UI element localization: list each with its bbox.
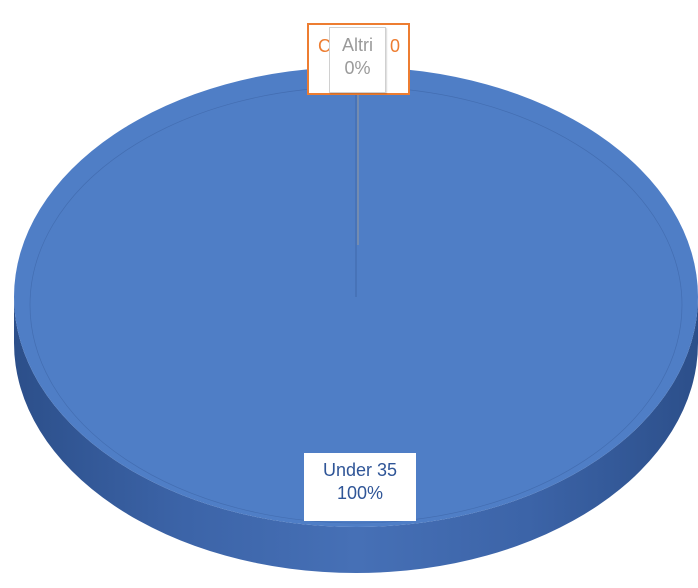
- data-label-under-35-percent: 100%: [336, 482, 384, 503]
- data-label-under-35-name: Under 35: [322, 460, 398, 480]
- pie-side-wall: [14, 297, 698, 573]
- data-label-under-35: Under 35 100%: [304, 453, 416, 521]
- data-label-altri-percent: 0%: [344, 57, 371, 78]
- data-label-fragment-right: 0: [389, 36, 400, 56]
- data-label-altri-name: Altri: [342, 35, 373, 55]
- data-label-fragment-left: C: [318, 36, 331, 56]
- data-label-altri: Altri 0%: [329, 27, 386, 93]
